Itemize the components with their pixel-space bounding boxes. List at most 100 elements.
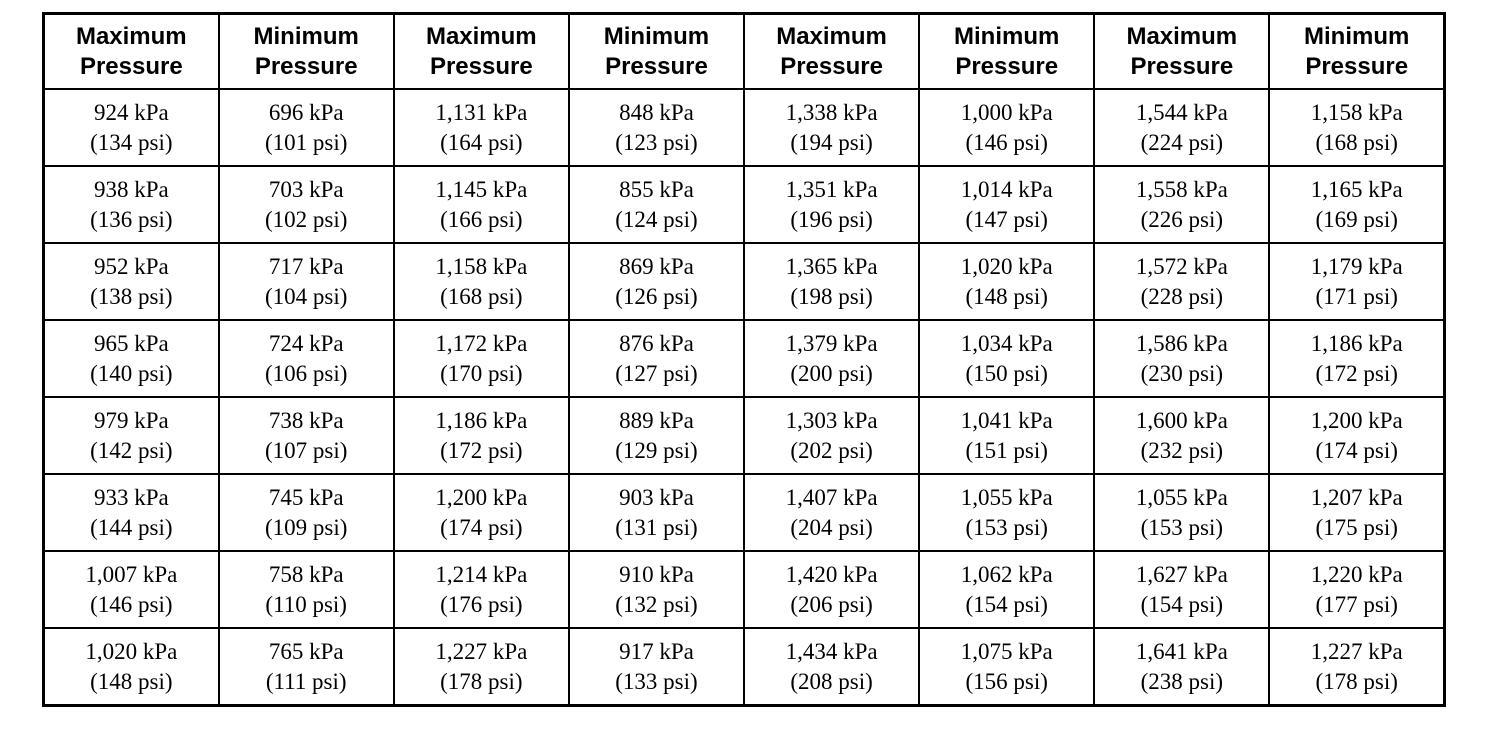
pressure-cell: 1,214 kPa (176 psi): [392, 550, 570, 629]
header-line: Pressure: [1130, 52, 1234, 80]
psi-value: (228 psi): [1140, 283, 1224, 309]
kpa-value: 1,000 kPa: [960, 99, 1053, 125]
psi-value: (202 psi): [790, 437, 873, 463]
psi-value: (171 psi): [1315, 283, 1398, 309]
psi-value: (166 psi): [440, 206, 523, 232]
pressure-cell: 1,007 kPa (146 psi): [42, 550, 220, 629]
table-row: 1,007 kPa (146 psi) 758 kPa (110 psi) 1,214 …: [42, 550, 1446, 629]
kpa-value: 1,338 kPa: [785, 99, 878, 125]
table-row: 952 kPa (138 psi) 717 kPa (104 psi) 1,158 kP…: [42, 242, 1446, 321]
pressure-cell: 758 kPa (110 psi): [217, 550, 395, 629]
psi-value: (102 psi): [264, 206, 348, 232]
pressure-cell: 738 kPa (107 psi): [217, 396, 395, 475]
psi-value: (200 psi): [790, 360, 873, 386]
table-row: 1,020 kPa (148 psi) 765 kPa (111 psi) 1,227 …: [42, 627, 1446, 707]
psi-value: (104 psi): [264, 283, 348, 309]
pressure-cell: 1,434 kPa (208 psi): [742, 627, 921, 707]
kpa-value: 1,158 kPa: [435, 253, 528, 279]
kpa-value: 910 kPa: [619, 561, 694, 587]
psi-value: (154 psi): [1140, 591, 1224, 617]
kpa-value: 1,227 kPa: [1310, 638, 1403, 664]
kpa-value: 738 kPa: [268, 407, 344, 433]
kpa-value: 1,179 kPa: [1310, 253, 1403, 279]
table-row: 965 kPa (140 psi) 724 kPa (106 psi) 1,172 kP…: [42, 319, 1446, 398]
header-row: Maximum Pressure Minimum Pressure Maximu…: [42, 12, 1446, 90]
pressure-cell: 933 kPa (144 psi): [42, 473, 220, 552]
psi-value: (126 psi): [615, 283, 698, 309]
table-row: 938 kPa (136 psi) 703 kPa (102 psi) 1,145 kP…: [42, 165, 1446, 244]
pressure-cell: 1,558 kPa (226 psi): [1093, 165, 1271, 244]
header-line: Pressure: [254, 52, 358, 80]
psi-value: (138 psi): [90, 283, 173, 309]
kpa-value: 703 kPa: [268, 176, 344, 202]
psi-value: (230 psi): [1140, 360, 1224, 386]
psi-value: (110 psi): [265, 591, 347, 617]
psi-value: (232 psi): [1140, 437, 1224, 463]
pressure-cell: 1,186 kPa (172 psi): [1268, 319, 1446, 398]
kpa-value: 1,034 kPa: [960, 330, 1053, 356]
pressure-cell: 1,041 kPa (151 psi): [918, 396, 1096, 475]
pressure-cell: 1,055 kPa (153 psi): [1093, 473, 1271, 552]
psi-value: (154 psi): [965, 591, 1048, 617]
pressure-table-body: 924 kPa (134 psi) 696 kPa (101 psi) 1,131 kP…: [42, 88, 1446, 707]
pressure-cell: 1,351 kPa (196 psi): [742, 165, 921, 244]
header-line: Pressure: [780, 52, 883, 80]
pressure-cell: 1,544 kPa (224 psi): [1093, 88, 1271, 167]
kpa-value: 917 kPa: [619, 638, 694, 664]
kpa-value: 1,214 kPa: [435, 561, 528, 587]
header-line: Minimum: [1304, 22, 1410, 50]
header-line: Maximum: [425, 22, 537, 50]
kpa-value: 933 kPa: [93, 484, 169, 510]
psi-value: (172 psi): [440, 437, 523, 463]
pressure-cell: 855 kPa (124 psi): [567, 165, 746, 244]
header-cell-minimum-pressure: Minimum Pressure: [918, 12, 1096, 90]
header-line: Pressure: [429, 52, 533, 80]
kpa-value: 1,020 kPa: [960, 253, 1053, 279]
header-line: Minimum: [954, 22, 1060, 50]
header-line: Pressure: [955, 52, 1059, 80]
kpa-value: 1,186 kPa: [1310, 330, 1403, 356]
kpa-value: 1,558 kPa: [1135, 176, 1228, 202]
pressure-cell: 1,627 kPa (154 psi): [1093, 550, 1271, 629]
pressure-cell: 1,075 kPa (156 psi): [918, 627, 1096, 707]
psi-value: (101 psi): [264, 129, 348, 155]
table-row: 933 kPa (144 psi) 745 kPa (109 psi) 1,200 kP…: [42, 473, 1446, 552]
pressure-cell: 1,200 kPa (174 psi): [1268, 396, 1446, 475]
pressure-cell: 1,303 kPa (202 psi): [742, 396, 921, 475]
table-row: 924 kPa (134 psi) 696 kPa (101 psi) 1,131 kP…: [42, 88, 1446, 167]
header-cell-maximum-pressure: Maximum Pressure: [1093, 12, 1271, 90]
pressure-cell: 917 kPa (133 psi): [567, 627, 746, 707]
kpa-value: 1,434 kPa: [785, 638, 878, 664]
header-cell-maximum-pressure: Maximum Pressure: [42, 12, 220, 90]
pressure-cell: 1,365 kPa (198 psi): [742, 242, 921, 321]
pressure-cell: 1,034 kPa (150 psi): [918, 319, 1096, 398]
psi-value: (151 psi): [965, 437, 1048, 463]
pressure-cell: 1,165 kPa (169 psi): [1268, 165, 1446, 244]
pressure-cell: 696 kPa (101 psi): [217, 88, 395, 167]
kpa-value: 724 kPa: [268, 330, 344, 356]
psi-value: (196 psi): [790, 206, 873, 232]
kpa-value: 979 kPa: [93, 407, 169, 433]
pressure-cell: 1,407 kPa (204 psi): [742, 473, 921, 552]
pressure-cell: 924 kPa (134 psi): [42, 88, 220, 167]
kpa-value: 1,145 kPa: [435, 176, 528, 202]
kpa-value: 1,379 kPa: [785, 330, 878, 356]
pressure-cell: 1,220 kPa (177 psi): [1268, 550, 1446, 629]
pressure-cell: 1,131 kPa (164 psi): [392, 88, 570, 167]
psi-value: (238 psi): [1140, 668, 1224, 694]
pressure-cell: 1,158 kPa (168 psi): [1268, 88, 1446, 167]
psi-value: (177 psi): [1315, 591, 1398, 617]
kpa-value: 1,200 kPa: [1310, 407, 1403, 433]
kpa-value: 1,227 kPa: [435, 638, 528, 664]
psi-value: (153 psi): [1140, 514, 1224, 540]
kpa-value: 876 kPa: [619, 330, 694, 356]
pressure-cell: 965 kPa (140 psi): [42, 319, 220, 398]
pressure-cell: 1,020 kPa (148 psi): [918, 242, 1096, 321]
kpa-value: 717 kPa: [268, 253, 344, 279]
psi-value: (144 psi): [90, 514, 173, 540]
psi-value: (168 psi): [440, 283, 523, 309]
kpa-value: 938 kPa: [93, 176, 169, 202]
kpa-value: 758 kPa: [268, 561, 344, 587]
psi-value: (153 psi): [965, 514, 1048, 540]
